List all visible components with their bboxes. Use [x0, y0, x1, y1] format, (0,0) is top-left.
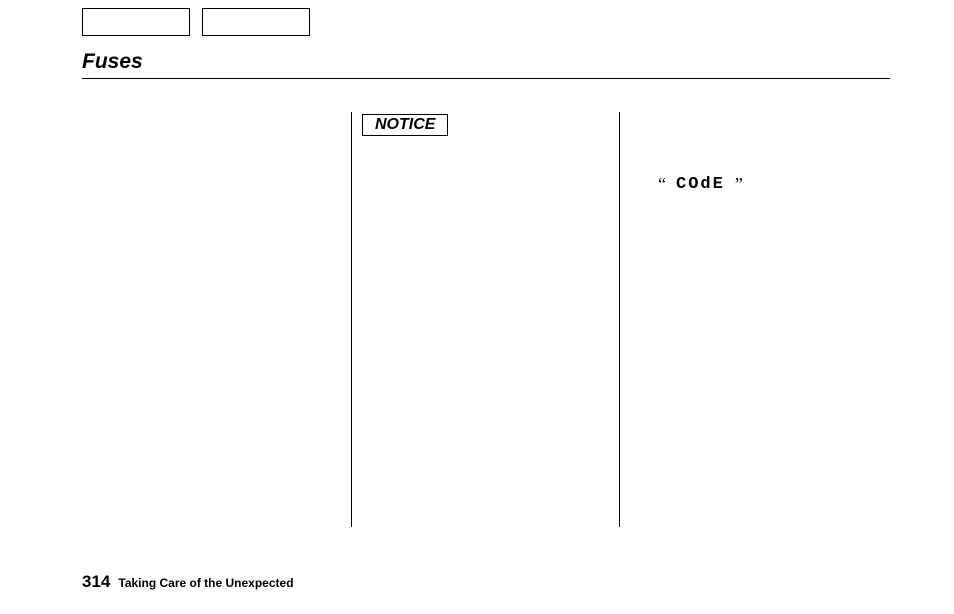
page-footer: 314 Taking Care of the Unexpected [82, 572, 294, 592]
page-title: Fuses [82, 50, 143, 74]
page-number: 314 [82, 572, 110, 592]
column-3: “ COdE ” [620, 112, 890, 527]
nav-box-1[interactable] [82, 8, 190, 36]
left-quote: “ [658, 174, 666, 195]
notice-label: NOTICE [362, 114, 448, 136]
footer-section: Taking Care of the Unexpected [118, 576, 293, 590]
title-rule [82, 78, 890, 79]
code-display: “ COdE ” [658, 174, 743, 195]
column-2: NOTICE [351, 112, 620, 527]
lcd-code-text: COdE [676, 175, 725, 194]
nav-buttons [82, 8, 310, 36]
column-1 [82, 112, 351, 527]
right-quote: ” [735, 174, 743, 195]
nav-box-2[interactable] [202, 8, 310, 36]
content-columns: NOTICE “ COdE ” [82, 112, 890, 527]
